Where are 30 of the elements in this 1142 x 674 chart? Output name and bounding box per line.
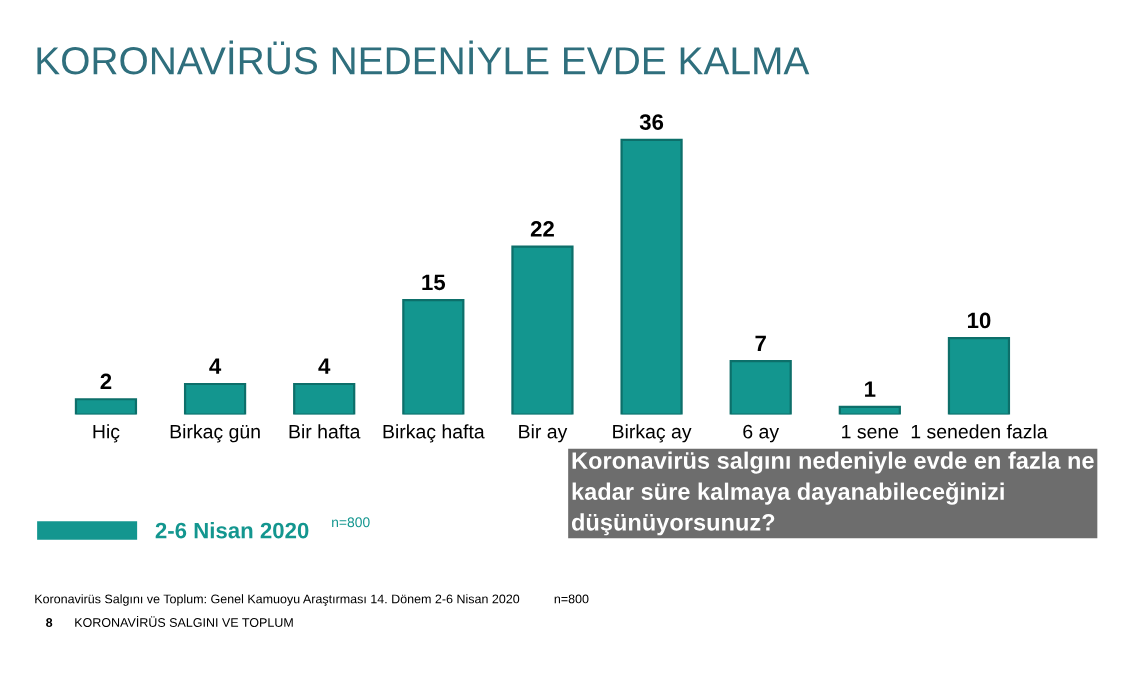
x-tick-label: Birkaç ay [613, 424, 692, 443]
data-label: 4 [209, 358, 222, 374]
x-tick-label: 6 ay [743, 424, 780, 443]
bar [620, 138, 683, 415]
bar [947, 337, 1011, 415]
data-label: 10 [967, 312, 991, 329]
bar [293, 382, 356, 415]
bar [729, 360, 792, 415]
x-tick-label: Hiç [93, 424, 120, 443]
x-tick-label: 1 seneden fazla [911, 424, 1048, 439]
bar [402, 298, 465, 415]
data-label: 4 [318, 358, 331, 374]
x-tick-label: Bir hafta [289, 424, 361, 439]
bar [183, 382, 247, 415]
bar [511, 245, 574, 415]
x-tick-label: Birkaç hafta [383, 424, 485, 443]
text: Koronavirüs salgını nedeniyle evde en fazla ne kadar süre kalmaya dayanabileceğinizi düşünüyorsunuz? [571, 451, 1094, 536]
data-label: 22 [530, 221, 554, 237]
data-label: 1 [865, 381, 876, 397]
x-tick-label: Bir ay [519, 424, 568, 443]
chart-title: KORONAVİRÜS NEDENİYLE EVDE KALMA [37, 40, 810, 75]
bar [838, 405, 901, 415]
legend-label: 2-6 Nisan 2020 [155, 522, 309, 539]
data-label: 15 [422, 274, 446, 291]
x-tick-label: Birkaç gün [170, 424, 260, 443]
bar [74, 398, 138, 415]
data-label: 36 [639, 114, 664, 130]
x-tick-label: 1 sene [842, 424, 899, 439]
data-label: 7 [755, 335, 766, 351]
data-label: 2 [100, 373, 112, 390]
